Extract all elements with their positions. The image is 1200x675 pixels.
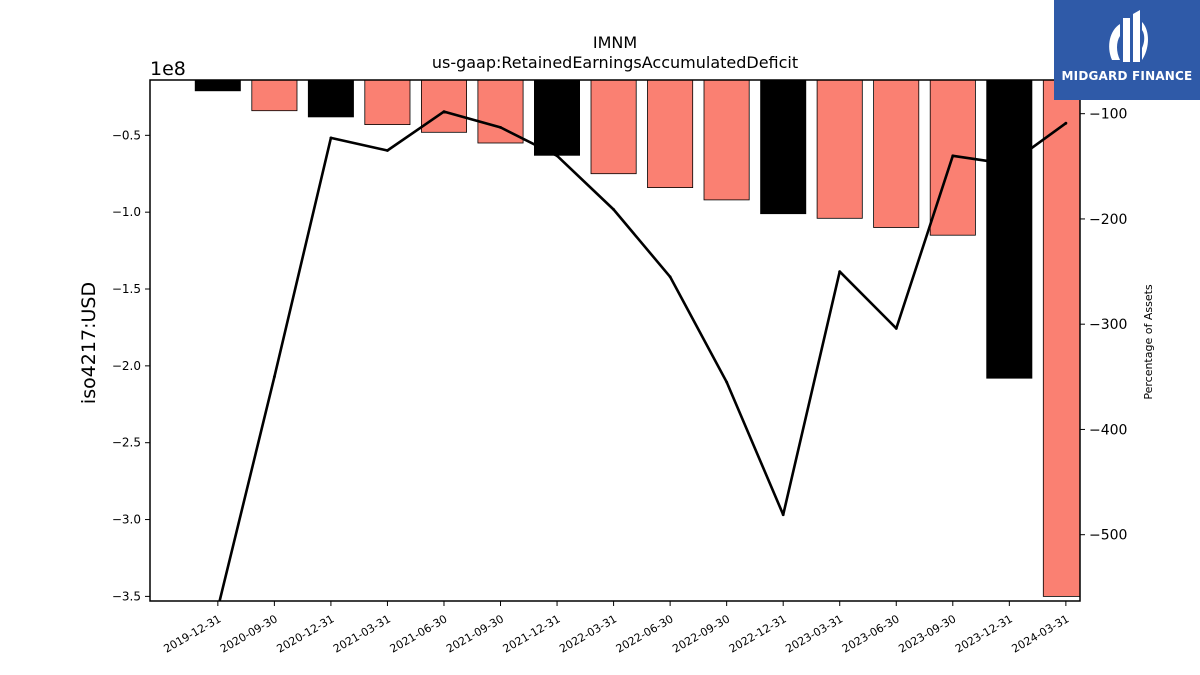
bar — [873, 80, 920, 228]
line-point — [216, 607, 219, 610]
y-tick-label: −3.5 — [112, 589, 141, 603]
y-tick-label: −2.5 — [112, 436, 141, 450]
bar — [816, 80, 863, 219]
bar — [986, 80, 1033, 379]
x-tick-label: 2023-12-31 — [953, 612, 1015, 655]
line-point — [838, 270, 842, 273]
midgard-finance-logo: MIDGARD FINANCE — [1054, 0, 1200, 100]
bar — [477, 80, 524, 144]
y-axis-label: iso4217:USD — [78, 282, 100, 404]
bar — [251, 80, 298, 112]
bar — [194, 80, 241, 92]
y2-tick-label: −300 — [1089, 317, 1127, 333]
y-offset-label: 1e8 — [150, 58, 186, 80]
bar — [590, 80, 637, 175]
x-tick-label: 2024-03-31 — [1009, 612, 1071, 655]
x-tick-label: 2021-12-31 — [501, 612, 563, 655]
line-point — [329, 136, 333, 140]
bar — [703, 80, 750, 201]
line-point — [894, 327, 898, 330]
line-point — [273, 375, 276, 379]
line-point — [951, 154, 955, 158]
line-point — [1007, 162, 1011, 166]
x-tick-label: 2023-06-30 — [840, 612, 902, 655]
x-tick-label: 2022-12-31 — [727, 612, 789, 655]
line-point — [725, 380, 729, 384]
chart-title: IMNM — [593, 33, 637, 52]
y2-tick-label: −500 — [1089, 528, 1127, 544]
line-point — [668, 275, 672, 279]
line-point — [1064, 121, 1068, 125]
chart-subtitle: us-gaap:RetainedEarningsAccumulatedDefic… — [432, 53, 798, 72]
x-tick-label: 2022-03-31 — [557, 612, 619, 655]
line-point — [386, 149, 389, 152]
bar — [307, 80, 354, 118]
y-tick-label: −1.5 — [112, 282, 141, 296]
x-tick-label: 2020-12-31 — [275, 612, 337, 655]
y2-tick-label: −400 — [1089, 422, 1127, 438]
y-tick-label: −3.0 — [112, 513, 141, 527]
y2-tick-label: −200 — [1089, 212, 1127, 228]
bar — [1042, 80, 1080, 597]
x-tick-label: 2021-03-31 — [331, 612, 393, 655]
y-tick-label: −1.0 — [112, 205, 141, 219]
percentage-line — [218, 110, 1067, 601]
line-point — [442, 110, 446, 113]
x-tick-label: 2023-09-30 — [896, 612, 958, 655]
x-tick-label: 2020-09-30 — [218, 612, 280, 655]
line-point — [555, 154, 559, 158]
y2-tick-label: −100 — [1089, 107, 1127, 123]
line-point — [781, 513, 785, 517]
bar — [647, 80, 694, 188]
x-tick-label: 2019-12-31 — [161, 612, 223, 655]
bar — [760, 80, 807, 215]
x-tick-label: 2023-03-31 — [783, 612, 845, 655]
y2-axis-label: Percentage of Assets — [1142, 284, 1155, 400]
y-tick-label: −2.0 — [112, 359, 141, 373]
x-tick-label: 2021-09-30 — [444, 612, 506, 655]
bar — [364, 80, 411, 125]
x-tick-label: 2022-09-30 — [670, 612, 732, 655]
x-tick-label: 2022-06-30 — [614, 612, 676, 655]
line-point — [499, 126, 502, 129]
logo-text: MIDGARD FINANCE — [1061, 69, 1193, 83]
bar — [534, 80, 581, 156]
bar — [420, 80, 467, 133]
logo-mark-icon — [1109, 10, 1148, 62]
plot-frame — [149, 79, 1081, 602]
y-tick-label: −0.5 — [112, 128, 141, 142]
x-tick-label: 2021-06-30 — [388, 612, 450, 655]
line-point — [612, 208, 615, 211]
